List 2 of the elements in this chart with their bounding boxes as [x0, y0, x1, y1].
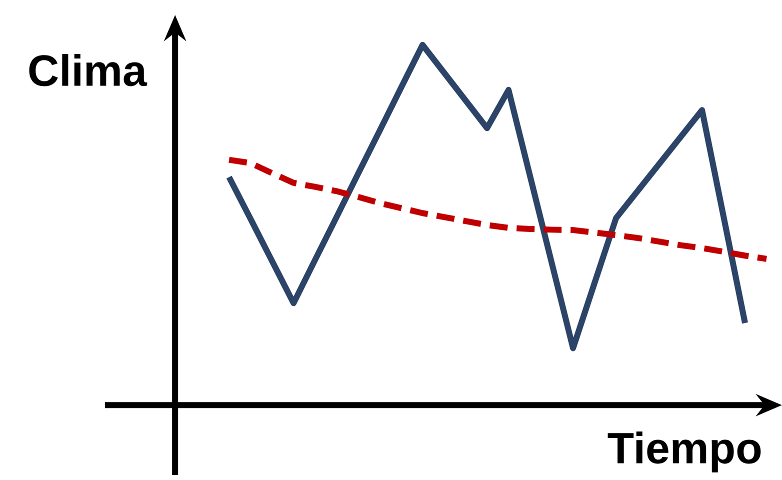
x-axis-title: Tiempo [608, 432, 761, 472]
y-axis-title: Clima [29, 54, 148, 86]
